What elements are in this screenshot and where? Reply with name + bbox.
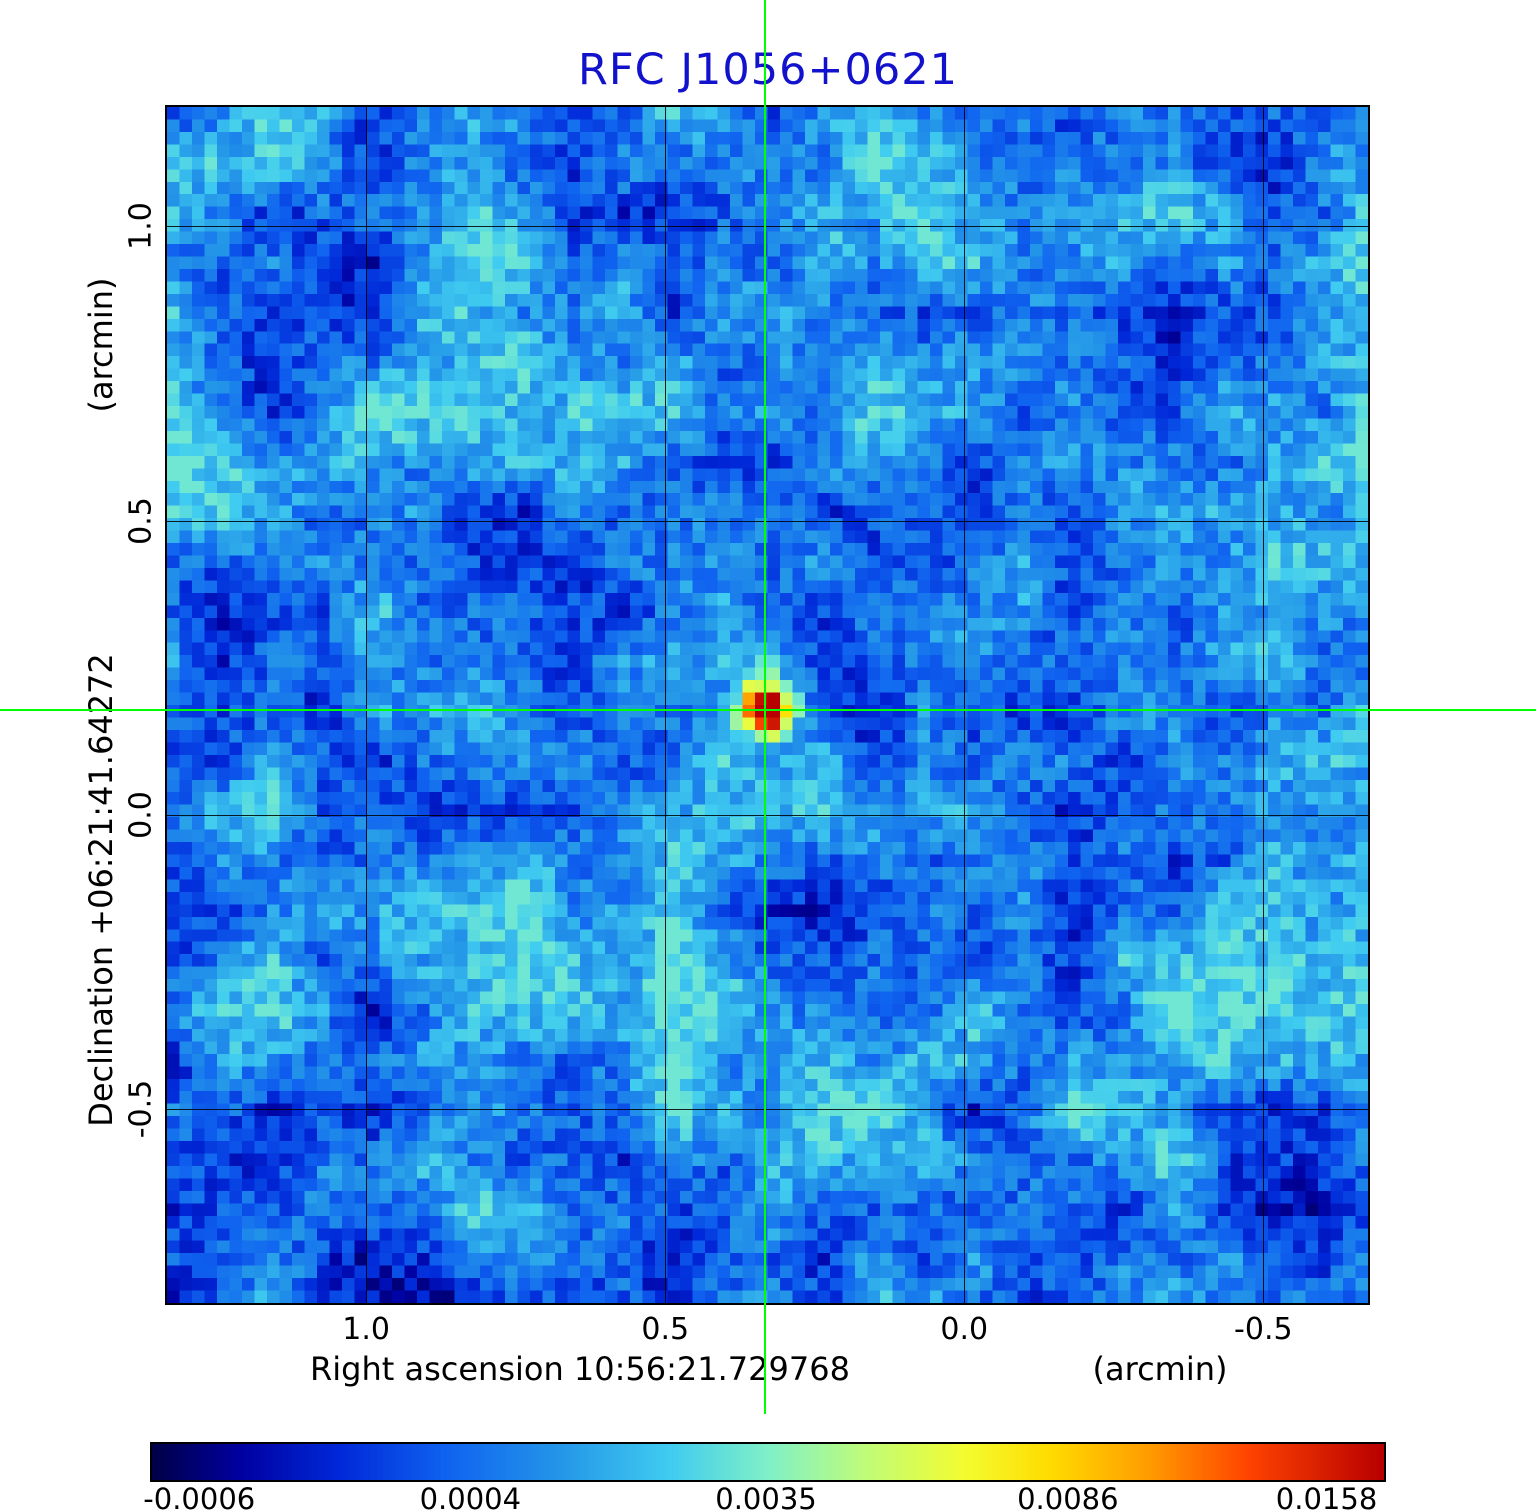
grid-line-horizontal [167,814,1368,816]
grid-line-vertical [366,107,368,1303]
colorbar [150,1442,1386,1482]
crosshair-vertical-line [764,0,767,1414]
y-axis-unit-label: (arcmin) [82,277,120,413]
colorbar-canvas [152,1444,1384,1480]
y-tick-label: 0.0 [123,790,159,839]
x-axis-unit-label: (arcmin) [1092,1350,1228,1388]
y-tick-label: -0.5 [123,1079,159,1139]
y-tick-label: 1.0 [123,202,159,251]
grid-overlay [167,107,1368,1303]
x-tick-label: 0.0 [940,1312,989,1347]
colorbar-tick-label: 0.0158 [1275,1482,1378,1511]
x-tick-label: 0.5 [641,1312,690,1347]
plot-area [165,105,1370,1305]
x-tick-label: -0.5 [1234,1312,1293,1347]
heatmap-canvas [167,107,1368,1303]
crosshair-horizontal-line [0,709,1536,711]
colorbar-tick-label: 0.0035 [715,1482,817,1511]
y-axis-label: Declination +06:21:41.64272 [82,653,120,1127]
grid-line-horizontal [167,226,1368,228]
colorbar-tick-label: 0.0086 [1017,1482,1119,1511]
x-axis-label: Right ascension 10:56:21.729768 [310,1350,850,1388]
figure-title: RFC J1056+0621 [578,45,958,95]
colorbar-tick-label: -0.0006 [143,1482,256,1511]
x-tick-label: 1.0 [342,1312,391,1347]
grid-line-horizontal [167,520,1368,522]
y-tick-label: 0.5 [123,496,159,545]
grid-line-vertical [665,107,667,1303]
grid-line-vertical [964,107,966,1303]
grid-line-horizontal [167,1108,1368,1110]
colorbar-tick-label: 0.0004 [419,1482,522,1511]
grid-line-vertical [1263,107,1265,1303]
